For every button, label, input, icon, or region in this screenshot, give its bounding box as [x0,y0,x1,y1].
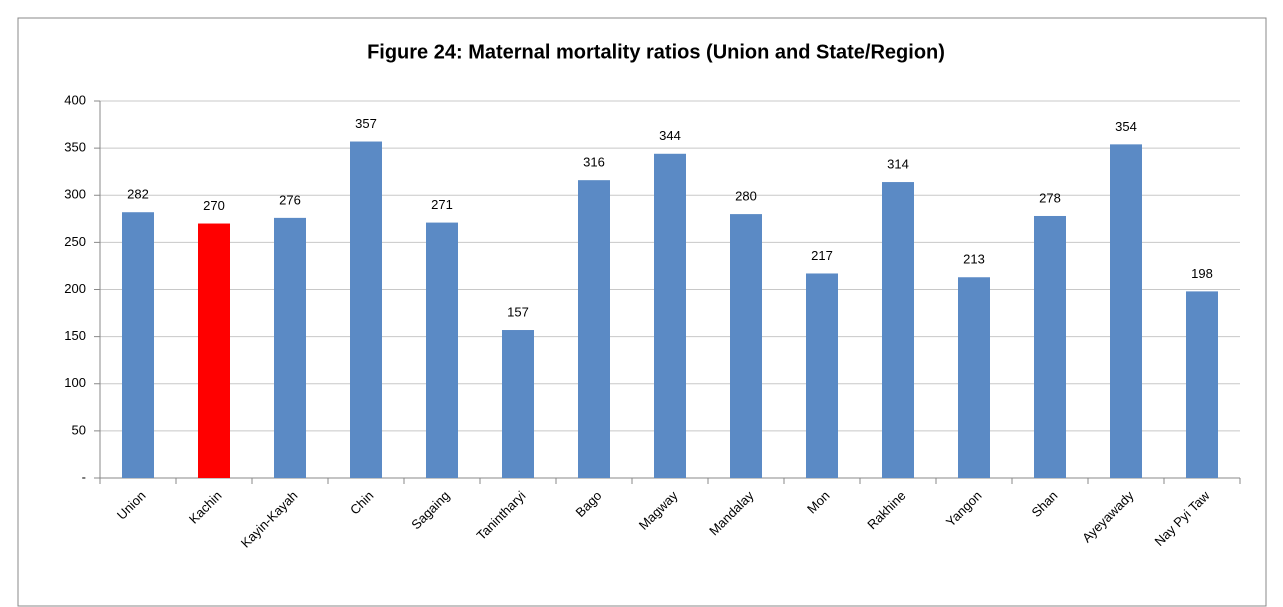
bar [502,330,534,478]
y-tick-label: 100 [64,375,86,390]
bar [882,182,914,478]
value-label: 157 [507,304,529,319]
bar [1110,144,1142,479]
y-tick-label: 200 [64,281,86,296]
y-tick-label: - [82,469,86,484]
value-label: 354 [1115,119,1137,134]
bar [350,141,382,478]
value-label: 276 [279,192,301,207]
bar [122,212,154,478]
bar [578,180,610,479]
bar [958,277,990,478]
y-tick-label: 250 [64,234,86,249]
y-tick-label: 350 [64,140,86,155]
bar [654,153,686,478]
value-label: 217 [811,248,833,263]
bar [1034,215,1066,479]
value-label: 198 [1191,266,1213,281]
value-label: 357 [355,116,377,131]
value-label: 344 [659,128,681,143]
chart-title: Figure 24: Maternal mortality ratios (Un… [367,41,945,63]
bar [426,222,458,478]
value-label: 271 [431,197,453,212]
bar [730,214,762,478]
value-label: 270 [203,198,225,213]
y-tick-label: 300 [64,187,86,202]
value-label: 213 [963,252,985,267]
value-label: 280 [735,189,757,204]
bar [806,273,838,478]
value-label: 278 [1039,190,1061,205]
value-label: 314 [887,156,909,171]
value-label: 316 [583,155,605,170]
value-label: 282 [127,187,149,202]
y-tick-label: 400 [64,92,86,107]
bar [1186,291,1218,478]
bar [274,217,306,478]
bar [198,223,230,478]
y-tick-label: 150 [64,328,86,343]
y-tick-label: 50 [72,422,86,437]
